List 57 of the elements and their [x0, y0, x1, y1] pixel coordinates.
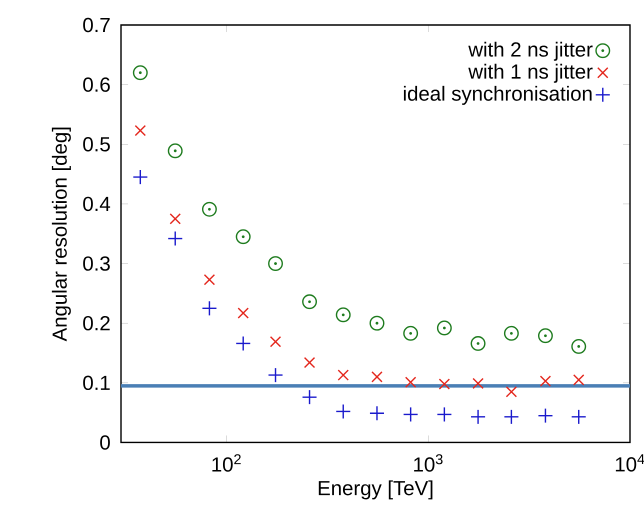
y-axis-title: Angular resolution [deg] [52, 128, 71, 342]
point [302, 389, 318, 405]
point [238, 307, 249, 319]
point [302, 294, 317, 310]
point [472, 378, 484, 390]
point [167, 230, 183, 246]
y-tick-label: 0.7 [83, 18, 110, 32]
point [504, 409, 520, 425]
y-tick-label: 0.1 [83, 376, 110, 390]
point [470, 409, 486, 425]
point [570, 409, 586, 425]
legend-label: with 2 ns jitter [468, 42, 593, 61]
point [538, 328, 553, 344]
point [370, 316, 384, 331]
y-tick-label: 0.3 [83, 256, 110, 271]
point [204, 274, 216, 286]
point [202, 202, 217, 217]
y-tick-label: 0.5 [83, 137, 110, 152]
point [268, 367, 284, 383]
point [504, 326, 519, 341]
point [336, 404, 351, 420]
point [436, 320, 452, 336]
point [571, 339, 586, 354]
legend-label: with 1 ns jitter [468, 64, 593, 83]
point [506, 386, 518, 398]
point [270, 336, 282, 348]
point [268, 256, 283, 272]
y-tick-label: 0.2 [83, 316, 110, 330]
point [403, 326, 418, 341]
point [338, 369, 349, 381]
point [202, 300, 218, 316]
legend-label: ideal synchronisation [404, 86, 592, 105]
point [170, 213, 181, 225]
y-tick-label: 0 [100, 435, 110, 450]
point [402, 406, 418, 422]
point [371, 371, 383, 383]
x-tick-label: 10$^{3}$ [414, 454, 443, 472]
point [573, 374, 584, 386]
point [304, 356, 316, 368]
point [438, 378, 450, 390]
point [168, 143, 183, 158]
point [235, 336, 251, 352]
point [404, 376, 416, 388]
point [369, 406, 385, 421]
y-tick-label: 0.6 [83, 77, 110, 92]
point [540, 375, 552, 387]
point [470, 336, 486, 351]
point [336, 307, 351, 322]
point [236, 229, 251, 244]
x-tick-label: 10$^{2}$ [212, 454, 241, 472]
point [132, 65, 148, 80]
point [132, 169, 148, 185]
x-axis-title: Energy [TeV] [318, 480, 432, 500]
point [436, 406, 452, 422]
point [134, 124, 146, 136]
point [538, 408, 554, 424]
y-tick-label: 0.4 [83, 196, 110, 212]
